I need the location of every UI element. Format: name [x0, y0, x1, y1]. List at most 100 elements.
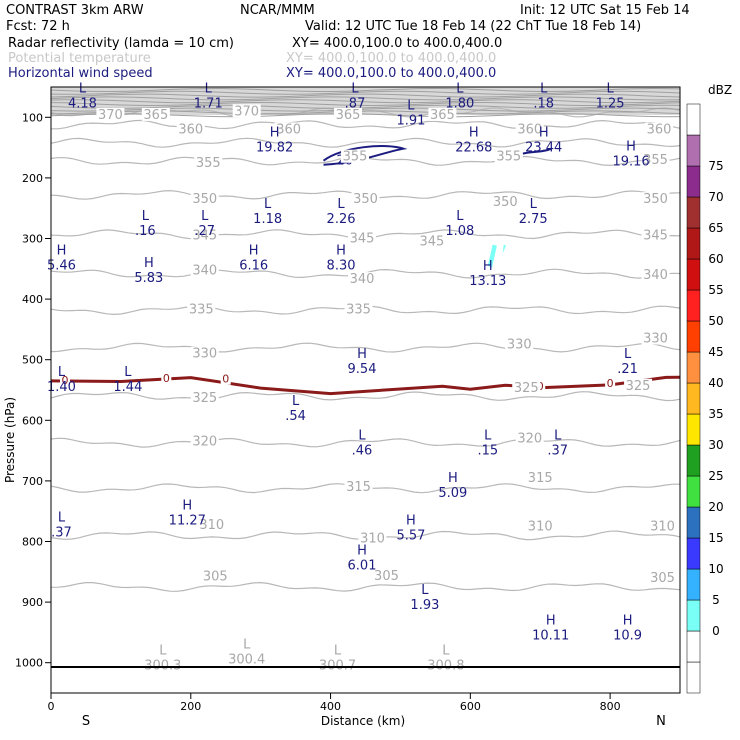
theta-extremum-marker: L — [243, 638, 251, 653]
theta-label-bg — [526, 519, 555, 533]
theta-contour-dense — [51, 99, 680, 104]
wind-extremum-marker: L — [530, 197, 538, 212]
wind-extremum-marker: L — [351, 81, 359, 96]
y-tick-label: 700 — [22, 475, 43, 488]
theta-label: 355 — [643, 153, 668, 168]
wind-extremum-value: 1.91 — [396, 113, 425, 128]
theta-label: 345 — [192, 229, 217, 244]
wind-extremum-marker: H — [469, 126, 479, 141]
theta-label-bg — [417, 234, 446, 248]
theta-label: 335 — [189, 302, 214, 317]
wind-extremum-value: 1.25 — [596, 96, 625, 111]
x-tick-label: 0 — [48, 700, 55, 713]
y-tick-label: 200 — [22, 172, 43, 185]
wind-extremum-value: .54 — [285, 409, 306, 424]
theta-label-bg — [344, 479, 373, 493]
wind-extremum-value: 22.68 — [455, 141, 492, 156]
freezing-level-label: 0 — [163, 372, 170, 385]
y-tick-label: 500 — [22, 354, 43, 367]
y-tick-label: 1000 — [15, 657, 43, 670]
theta-label: 310 — [360, 532, 385, 547]
colorbar-segment — [686, 134, 701, 167]
theta-label-bg — [428, 107, 457, 121]
freezing-level-label: 0 — [607, 377, 614, 390]
field-label-reflectivity: Radar reflectivity (lamda = 10 cm) — [8, 36, 234, 51]
colorbar-tick-label: 40 — [708, 376, 723, 390]
wind-extremum-value: 1.18 — [253, 212, 282, 227]
theta-extremum-marker: L — [334, 644, 342, 659]
wind-extremum-marker: L — [205, 81, 213, 96]
theta-label-bg — [190, 228, 219, 242]
wind-extremum-value: .87 — [345, 96, 366, 111]
wind-extremum-value: .27 — [194, 224, 215, 239]
colorbar-tick-label: 70 — [708, 190, 723, 204]
theta-label: 320 — [517, 432, 542, 447]
theta-label-bg — [334, 107, 363, 121]
wind-extremum-value: 10.11 — [532, 628, 569, 643]
freezing-label-bg — [605, 377, 616, 389]
forecast-hour: Fcst: 72 h — [6, 19, 70, 34]
wind-extremum-marker: H — [357, 347, 367, 362]
theta-label-bg — [648, 519, 677, 533]
y-tick-label: 400 — [22, 293, 43, 306]
theta-label-bg — [624, 378, 653, 392]
theta-label-bg — [187, 302, 216, 316]
colorbar-segment — [686, 227, 701, 260]
wind-extremum-marker: H — [448, 471, 458, 486]
x-tick-label: 600 — [460, 700, 481, 713]
wind-extremum-marker: L — [407, 98, 415, 113]
wind-extremum-value: 5.46 — [47, 259, 76, 274]
theta-label: 340 — [192, 264, 217, 279]
x-axis-label: Distance (km) — [321, 714, 405, 728]
theta-label-bg — [648, 570, 677, 584]
wind-extremum-value: 2.75 — [519, 212, 548, 227]
field-label-wind: Horizontal wind speed — [8, 66, 153, 81]
wind-extremum-value: 1.71 — [194, 96, 223, 111]
theta-label: 345 — [419, 235, 444, 250]
colorbar-segment — [686, 289, 701, 322]
valid-time: Valid: 12 UTC Tue 18 Feb 14 (22 ChT Tue … — [305, 19, 641, 34]
wind-extremum-value: 1.40 — [47, 380, 76, 395]
wind-extremum-marker: L — [201, 209, 209, 224]
colorbar-tick-label: 10 — [708, 562, 723, 576]
theta-label-bg — [348, 272, 377, 286]
theta-label-bg — [190, 390, 219, 404]
colorbar-tick-label: 5 — [712, 593, 720, 607]
wind-extremum-value: 5.09 — [438, 486, 467, 501]
colorbar-segment — [686, 103, 701, 136]
theta-contour-dense — [51, 87, 680, 93]
wind-extremum-marker: L — [484, 429, 492, 444]
colorbar-tick-label: 35 — [708, 407, 723, 421]
model-title: CONTRAST 3km ARW — [6, 3, 144, 18]
theta-label: 370 — [98, 108, 123, 123]
theta-label-bg — [344, 302, 373, 316]
theta-label: 350 — [353, 192, 378, 207]
theta-label-bg — [232, 104, 261, 118]
theta-label-bg — [194, 155, 223, 169]
wind-extremum-marker: H — [626, 140, 636, 155]
theta-label-bg — [512, 381, 541, 395]
wind-extremum-value: 19.82 — [256, 141, 293, 156]
theta-label: 370 — [234, 104, 259, 119]
wind-extremum-value: 2.26 — [327, 212, 356, 227]
wind-extremum-marker: H — [182, 498, 192, 513]
theta-contour — [51, 119, 680, 130]
y-tick-label: 300 — [22, 233, 43, 246]
colorbar-tick-label: 45 — [708, 345, 723, 359]
theta-extremum-value: 300.4 — [228, 653, 265, 668]
theta-label: 325 — [192, 391, 217, 406]
init-time: Init: 12 UTC Sat 15 Feb 14 — [520, 3, 690, 18]
wind-extremum-marker: H — [357, 544, 367, 559]
colorbar-segment — [686, 351, 701, 384]
wind-extremum-marker: L — [624, 347, 632, 362]
y-tick-label: 600 — [22, 414, 43, 427]
colorbar-segment — [686, 413, 701, 446]
wind-extremum-marker: H — [539, 126, 549, 141]
wind-extremum-value: 10.9 — [613, 628, 642, 643]
freezing-label-bg — [220, 373, 231, 385]
y-tick-label: 100 — [22, 111, 43, 124]
theta-label-bg — [494, 149, 523, 163]
wind-extremum-value: 9.54 — [348, 362, 377, 377]
theta-label: 350 — [192, 192, 217, 207]
